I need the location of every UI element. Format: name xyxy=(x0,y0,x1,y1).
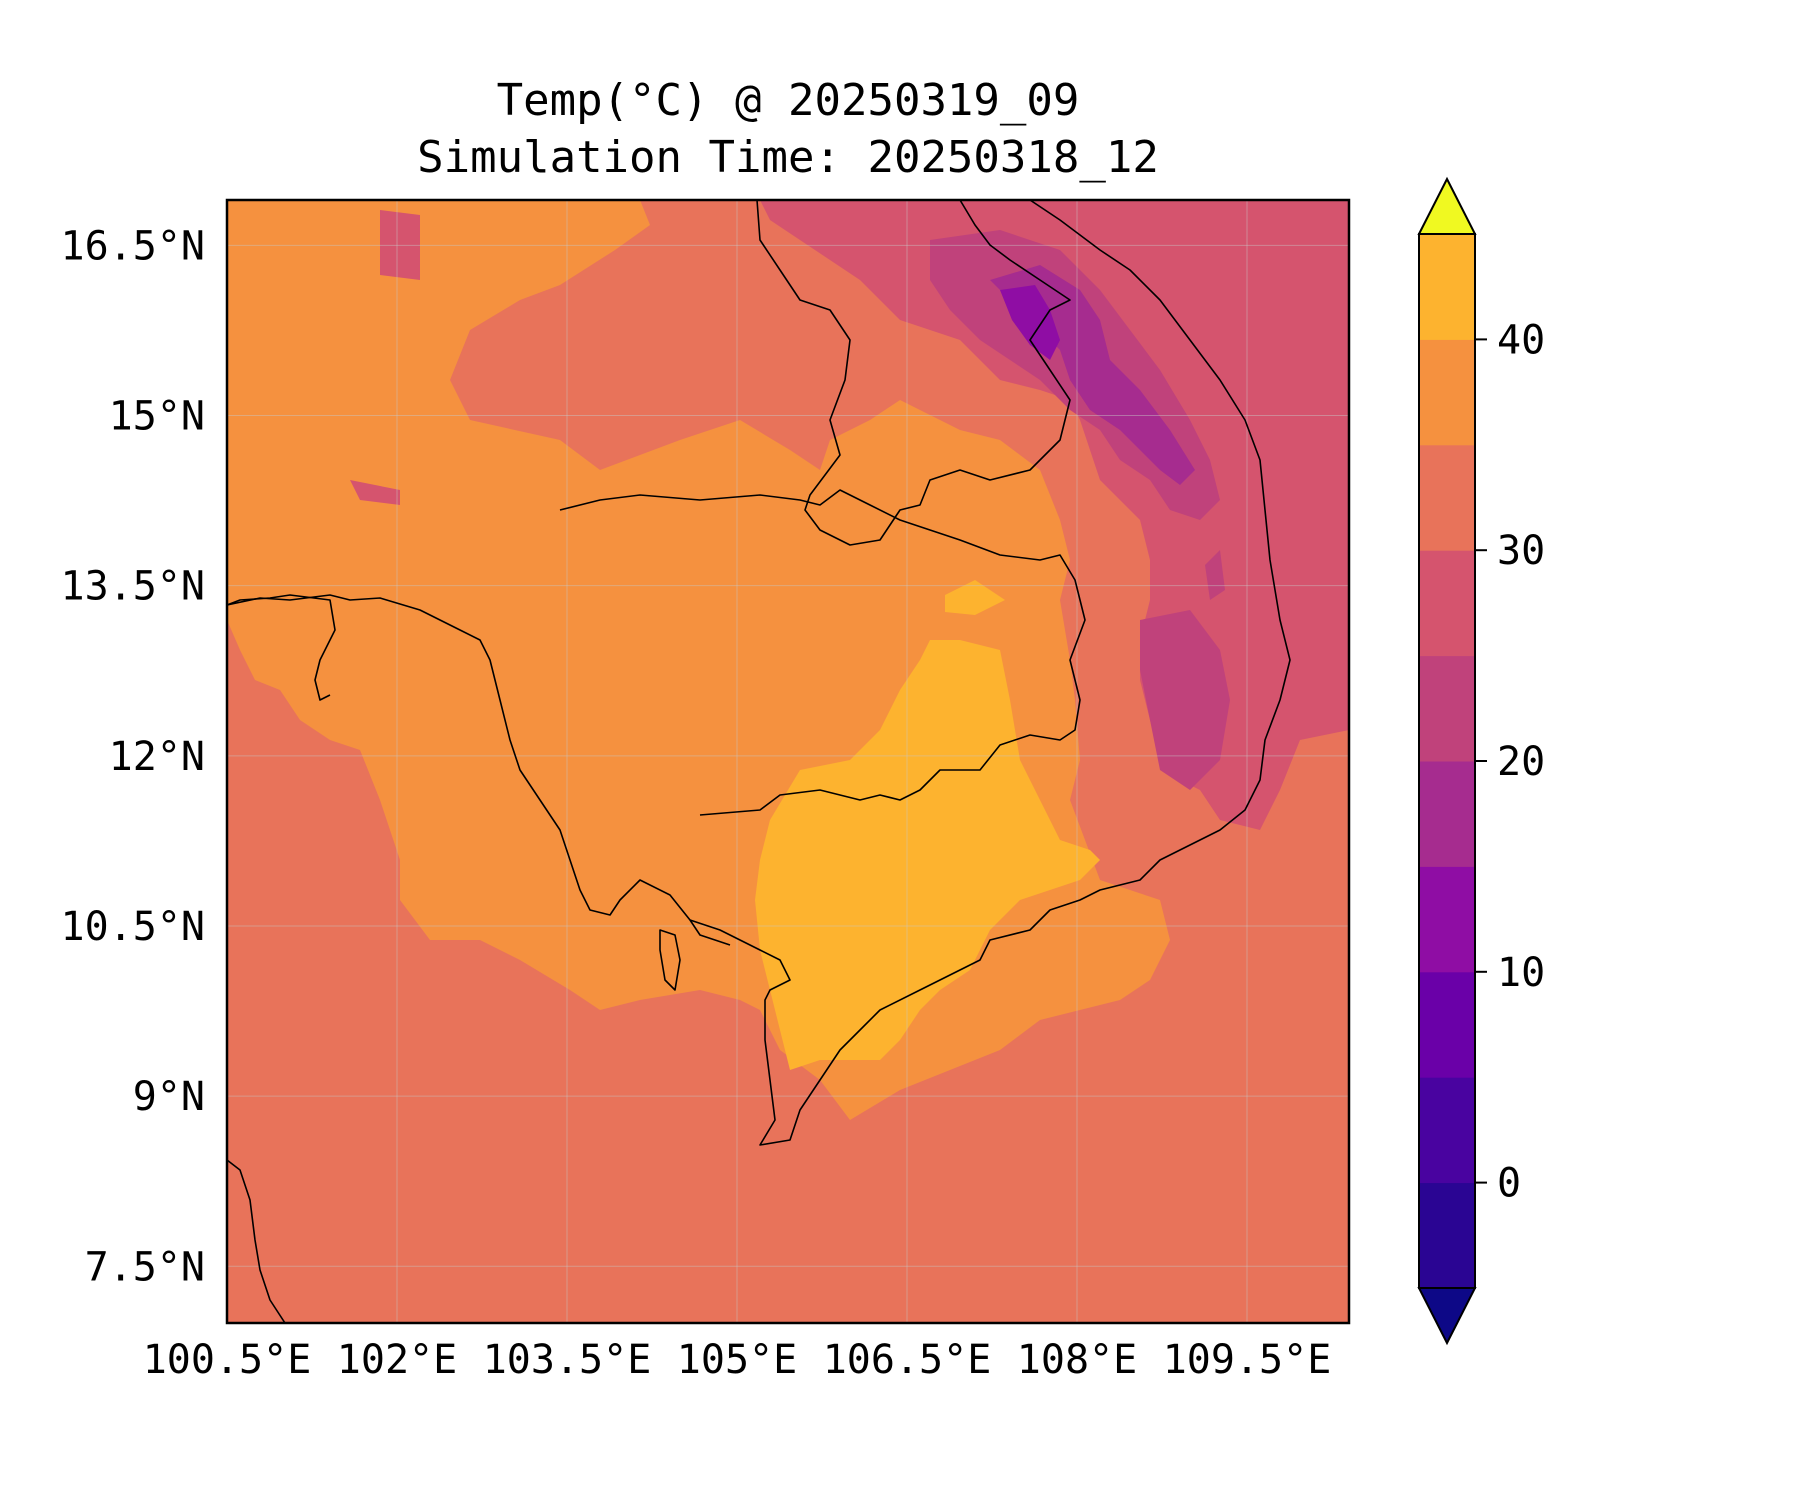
colorbar-tick-label: 10 xyxy=(1497,950,1545,996)
lon-tick-label: 100.5°E xyxy=(143,1337,312,1383)
colorbar-band xyxy=(1419,444,1475,551)
map-gridlines xyxy=(227,200,1349,1323)
colorbar-band xyxy=(1419,761,1475,867)
colorbar-band xyxy=(1419,655,1475,762)
lon-tick-label: 103.5°E xyxy=(483,1337,652,1383)
lat-tick-label: 12°N xyxy=(109,734,205,780)
longitude-axis: 100.5°E 102°E 103.5°E 105°E 106.5°E 108°E 109.… xyxy=(143,1337,1332,1383)
temperature-contours xyxy=(227,200,1349,1120)
thailand-myanmar-border xyxy=(227,594,336,701)
map-subtitle: Simulation Time: 20250318_12 xyxy=(417,132,1159,183)
lat-tick-label: 13.5°N xyxy=(61,564,206,610)
phu-quoc-island xyxy=(659,929,681,991)
latitude-axis: 16.5°N 15°N 13.5°N 12°N 10.5°N 9°N 7.5°N xyxy=(61,223,206,1290)
temperature-colorbar: 0 10 20 30 40 xyxy=(1417,176,1545,1346)
colorbar-over-extend xyxy=(1417,176,1477,235)
malay-peninsula-coast xyxy=(227,1159,286,1323)
colorbar-under-extend xyxy=(1417,1287,1477,1346)
colorbar-band xyxy=(1419,971,1475,1078)
vietnam-coastline xyxy=(689,200,1291,1146)
lon-tick-label: 108°E xyxy=(1017,1337,1137,1383)
lat-tick-label: 15°N xyxy=(109,394,205,440)
map-title: Temp(°C) @ 20250319_09 xyxy=(497,75,1080,126)
colorbar-tick-label: 0 xyxy=(1497,1161,1521,1207)
lat-tick-label: 9°N xyxy=(133,1074,205,1120)
thailand-gulf-coastline xyxy=(227,594,731,946)
colorbar-band xyxy=(1419,339,1475,446)
lon-tick-label: 102°E xyxy=(337,1337,457,1383)
cambodia-border xyxy=(559,489,1086,816)
map-frame xyxy=(225,198,1351,1325)
colorbar-band xyxy=(1419,550,1475,657)
coastline-border-lines xyxy=(227,200,1291,1323)
colorbar-tick-label: 40 xyxy=(1497,317,1545,363)
laos-border xyxy=(756,200,1071,546)
temperature-band-15-20 xyxy=(930,230,1230,790)
colorbar-band xyxy=(1419,234,1475,340)
colorbar-band xyxy=(1419,1077,1475,1184)
colorbar-band xyxy=(1419,866,1475,973)
lat-tick-label: 16.5°N xyxy=(61,223,206,269)
lon-tick-label: 106.5°E xyxy=(823,1337,992,1383)
colorbar-tick-label: 30 xyxy=(1497,528,1545,574)
lat-tick-label: 7.5°N xyxy=(85,1244,205,1290)
colorbar-band xyxy=(1419,1182,1475,1289)
lat-tick-label: 10.5°N xyxy=(61,904,206,950)
temperature-band-35-40 xyxy=(755,580,1100,1070)
lon-tick-label: 105°E xyxy=(677,1337,797,1383)
lon-tick-label: 109.5°E xyxy=(1163,1337,1332,1383)
temperature-band-5-10 xyxy=(1000,285,1060,360)
map-plot-area xyxy=(225,198,1351,1325)
colorbar-tick-label: 20 xyxy=(1497,739,1545,785)
